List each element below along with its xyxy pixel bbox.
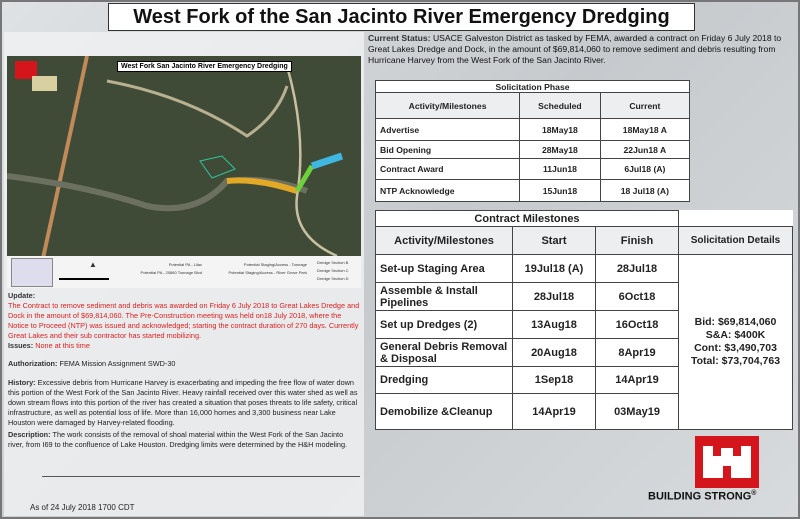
cell: 1Sep18 — [512, 366, 596, 394]
contract-title: Contract Milestones — [375, 210, 679, 227]
table-row: NTP Acknowledge 15Jun18 18 Jul18 (A) — [374, 179, 691, 202]
current-status: Current Status: USACE Galveston District… — [368, 33, 798, 66]
page-title: West Fork of the San Jacinto River Emerg… — [108, 3, 695, 31]
table-row: Set-up Staging Area 19Jul18 (A) 28Jul18 Bi… — [375, 254, 793, 430]
total-amount: Total: $73,704,763 — [690, 355, 781, 367]
cell: 6Oct18 — [595, 282, 679, 311]
update-text: The Contract to remove sediment and debr… — [8, 301, 360, 340]
column-header: Finish — [595, 226, 679, 255]
cell: 28Jul18 — [595, 254, 679, 283]
cell: Bid Opening — [374, 140, 521, 159]
legend-item: Dredge Section C — [317, 268, 349, 273]
current-status-label: Current Status: — [368, 33, 431, 43]
history-label: History: — [8, 378, 36, 387]
map-legend: ▲ Potential PA - Lilac Potential PA - 20… — [7, 256, 361, 288]
north-arrow-icon: ▲ — [89, 260, 97, 269]
cell: Demobilize &Cleanup — [375, 393, 513, 430]
legend-item: Dredge Section D — [317, 276, 349, 281]
solicitation-table: Solicitation Phase Activity/Milestones Sc… — [374, 80, 691, 202]
contract-milestones-table: Contract Milestones Activity/Milestones S… — [375, 210, 793, 430]
cell: 14Apr19 — [595, 366, 679, 394]
table-row: Advertise 18May18 18May18 A — [374, 118, 691, 141]
column-header: Scheduled — [519, 92, 601, 119]
issues-label: Issues: — [8, 341, 34, 350]
cell: 19Jul18 (A) — [512, 254, 596, 283]
slogan-text: BUILDING STRONG — [648, 490, 752, 503]
sa-amount: S&A: $400K — [705, 329, 766, 341]
cell: Set up Dredges (2) — [375, 310, 513, 339]
table-row: General Debris Removal & Disposal 20Aug18… — [375, 338, 793, 367]
divider — [42, 476, 360, 477]
column-header: Current — [599, 92, 691, 119]
description-label: Description: — [8, 430, 51, 439]
table-row: Contract Award 11Jun18 6Jul18 (A) — [374, 158, 691, 180]
cell: 11Jun18 — [519, 158, 601, 180]
map-title: West Fork San Jacinto River Emergency Dr… — [117, 61, 292, 72]
column-header: Start — [512, 226, 596, 255]
cell: 16Oct18 — [595, 310, 679, 339]
cell: 18May18 A — [599, 118, 691, 141]
contingency-amount: Cont: $3,490,703 — [694, 342, 777, 354]
cell: Advertise — [374, 118, 521, 141]
cell: Assemble & Install Pipelines — [375, 282, 513, 311]
cell: 18 Jul18 (A) — [599, 179, 691, 202]
project-map[interactable]: West Fork San Jacinto River Emergency Dr… — [7, 56, 361, 288]
registered-mark: ® — [751, 490, 757, 497]
legend-item: Dredge Section B — [317, 260, 349, 265]
usace-castle-logo — [695, 436, 759, 488]
legend-item: Potential Staging/Access - Tonnage — [243, 262, 307, 267]
scale-bar — [59, 278, 109, 280]
cell: 14Apr19 — [512, 393, 596, 430]
legend-item: Potential PA - Lilac — [168, 262, 202, 267]
inset-map — [11, 258, 53, 287]
cell: 28Jul18 — [512, 282, 596, 311]
cell: 03May19 — [595, 393, 679, 430]
cell: 20Aug18 — [512, 338, 596, 367]
cell: 13Aug18 — [512, 310, 596, 339]
as-of-date: As of 24 July 2018 1700 CDT — [30, 503, 135, 512]
table-row: Set up Dredges (2) 13Aug18 16Oct18 — [375, 310, 793, 339]
description-section: Description: The work consists of the re… — [8, 430, 360, 450]
cell: Contract Award — [374, 158, 521, 180]
column-header: Activity/Milestones — [375, 226, 513, 255]
map-image — [7, 56, 361, 288]
current-status-text: USACE Galveston District as tasked by FE… — [368, 33, 782, 65]
cell: 28May18 — [519, 140, 601, 159]
cell: 8Apr19 — [595, 338, 679, 367]
history-section: History: Excessive debris from Hurricane… — [8, 378, 360, 428]
column-header: Solicitation Details — [678, 226, 793, 255]
update-label: Update: — [8, 291, 36, 300]
cell: NTP Acknowledge — [374, 179, 521, 202]
issues-section: Issues: None at this time — [8, 341, 360, 351]
cell: Set-up Staging Area — [375, 254, 513, 283]
authorization-section: Authorization: FEMA Mission Assignment S… — [8, 359, 360, 369]
description-text: The work consists of the removal of shoa… — [8, 430, 348, 449]
solicitation-details: Bid: $69,814,060 S&A: $400K Cont: $3,490… — [678, 254, 793, 430]
issues-text: None at this time — [35, 341, 90, 350]
cell: 6Jul18 (A) — [599, 158, 691, 180]
legend-item: Potential PA - 20860 Tonnage Blvd — [140, 270, 202, 275]
table-row: Demobilize &Cleanup 14Apr19 03May19 — [375, 393, 793, 430]
cell: 15Jun18 — [519, 179, 601, 202]
authorization-label: Authorization: — [8, 359, 58, 368]
column-header: Activity/Milestones — [374, 92, 521, 119]
authorization-text: FEMA Mission Assignment SWD-30 — [59, 359, 176, 368]
bid-amount: Bid: $69,814,060 — [694, 316, 777, 328]
cell: 18May18 — [519, 118, 601, 141]
legend-item: Potential Staging/Access - River Grove P… — [228, 270, 307, 275]
history-text: Excessive debris from Hurricane Harvey i… — [8, 378, 358, 427]
cell: Dredging — [375, 366, 513, 394]
building-strong-slogan: BUILDING STRONG® — [648, 490, 756, 503]
cell: 22Jun18 A — [599, 140, 691, 159]
solicitation-title: Solicitation Phase — [375, 80, 690, 93]
table-row: Bid Opening 28May18 22Jun18 A — [374, 140, 691, 159]
cell: General Debris Removal & Disposal — [375, 338, 513, 367]
table-row: Dredging 1Sep18 14Apr19 — [375, 366, 793, 394]
update-section: Update: The Contract to remove sediment … — [8, 291, 360, 341]
